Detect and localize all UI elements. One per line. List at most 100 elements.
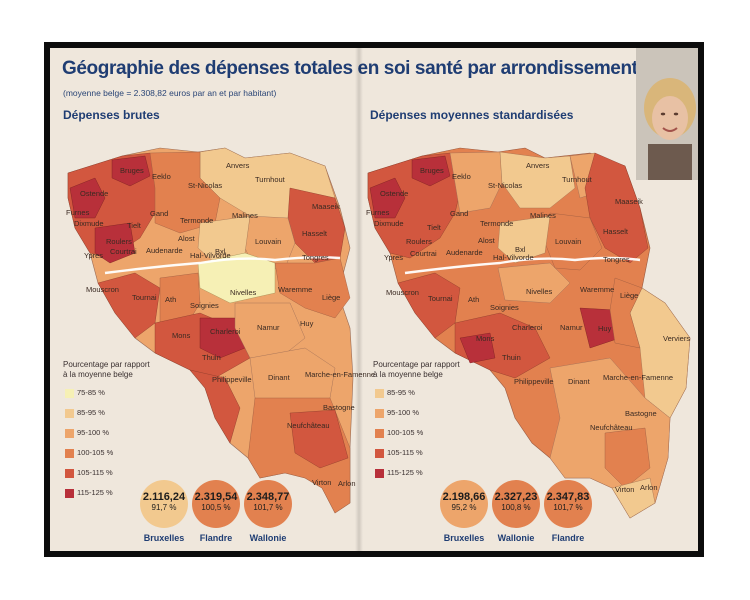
left-legend-title: Pourcentage par rapport à la moyenne bel… (63, 360, 150, 380)
place-label: Huy (300, 319, 314, 328)
place-label: Audenarde (446, 248, 483, 257)
legend-item-75-85: 75-85 % (65, 388, 105, 400)
bubble-right-wallonie: 2.327,23 100,8 % (492, 480, 540, 528)
place-label: Termonde (180, 216, 213, 225)
bubble-left-wallonie: 2.348,77 101,7 % (244, 480, 292, 528)
place-label: Eeklo (452, 172, 471, 181)
newspaper-clipping: Géographie des dépenses totales en soi s… (50, 48, 698, 551)
region-label-right-bruxelles: Bruxelles (443, 533, 485, 543)
place-label: Mouscron (86, 285, 119, 294)
place-label: Bastogne (625, 409, 657, 418)
bubble-percent: 101,7 % (253, 503, 283, 512)
legend-label: 75-85 % (77, 388, 105, 397)
legend-swatch (375, 448, 384, 458)
place-label: Mouscron (386, 288, 419, 297)
legend-swatch (375, 468, 384, 478)
place-label: Ath (468, 295, 479, 304)
place-label: Hal-Vilvorde (493, 253, 534, 262)
place-label: Tournai (428, 294, 453, 303)
place-label: Waremme (580, 285, 614, 294)
place-label: Hasselt (603, 227, 629, 236)
place-label: Namur (257, 323, 280, 332)
legend-swatch (65, 468, 74, 478)
place-label: Arlon (338, 479, 356, 488)
place-label: Thuin (202, 353, 221, 362)
bubble-value: 2.347,83 (546, 491, 590, 503)
place-label: Ath (165, 295, 176, 304)
place-label: Tournai (132, 293, 157, 302)
place-label: Termonde (480, 219, 513, 228)
bubble-left-flandre: 2.319,54 100,5 % (192, 480, 240, 528)
place-label: Virton (312, 478, 331, 487)
legend-item-85-95: 85-95 % (65, 408, 105, 420)
place-label: Neufchâteau (590, 423, 633, 432)
place-label: Audenarde (146, 246, 183, 255)
legend-label: 85-95 % (387, 388, 415, 397)
legend-title-line: Pourcentage par rapport (63, 360, 150, 369)
place-label: Courtrai (110, 247, 137, 256)
bubble-value: 2.319,54 (194, 491, 238, 503)
legend-swatch (65, 488, 74, 498)
place-label: Marche-en-Famenne (603, 373, 673, 382)
place-label: Dinant (268, 373, 291, 382)
left-map-labels: Bruges Eeklo Ostende Furnes Dixmude Roul… (66, 161, 375, 488)
region-label-left-wallonie: Wallonie (249, 533, 287, 543)
bubble-value: 2.198,66 (442, 491, 486, 503)
place-label: Anvers (226, 161, 250, 170)
place-label: Philippeville (514, 377, 554, 386)
place-label: Mons (476, 334, 495, 343)
page-title: Géographie des dépenses totales en soi s… (62, 58, 698, 79)
place-label: Soignies (490, 303, 519, 312)
place-label: Roulers (406, 237, 432, 246)
place-label: Namur (560, 323, 583, 332)
place-label: Liège (322, 293, 340, 302)
place-label: St-Nicolas (188, 181, 222, 190)
place-label: Dixmude (374, 219, 404, 228)
legend-swatch (65, 448, 74, 458)
legend-swatch (375, 408, 384, 418)
right-map-heading: Dépenses moyennes standardisées (370, 108, 574, 122)
region-label-right-flandre: Flandre (551, 533, 585, 543)
place-label: Marche-en-Famenne (305, 370, 375, 379)
place-label: Turnhout (562, 175, 593, 184)
right-map: Bruges Eeklo Ostende Furnes Dixmude Roul… (366, 147, 690, 519)
legend-title-line: Pourcentage par rapport (373, 360, 460, 369)
legend-label: 115-125 % (387, 468, 423, 477)
legend-label: 105-115 % (387, 448, 423, 457)
maps-canvas: Bruges Eeklo Ostende Furnes Dixmude Roul… (66, 147, 690, 519)
place-label: Nivelles (230, 288, 257, 297)
bubble-value: 2.348,77 (246, 491, 290, 503)
place-label: Maaseik (615, 197, 643, 206)
bubble-left-bruxelles: 2.116,24 91,7 % (140, 480, 188, 528)
place-label: Bxl (215, 247, 226, 256)
legend-swatch (375, 428, 384, 438)
place-label: Bxl (515, 245, 526, 254)
place-label: Roulers (106, 237, 132, 246)
left-map-heading: Dépenses brutes (63, 108, 160, 122)
region-label-left-bruxelles: Bruxelles (143, 533, 185, 543)
place-label: Tielt (127, 221, 142, 230)
place-label: Mons (172, 331, 191, 340)
legend-item-100-105: 100-105 % (375, 428, 423, 440)
place-label: Tongres (603, 255, 630, 264)
legend-item-95-100: 95-100 % (65, 428, 109, 440)
place-label: Turnhout (255, 175, 286, 184)
place-label: Furnes (66, 208, 90, 217)
place-label: Bruges (420, 166, 444, 175)
right-legend-title: Pourcentage par rapport à la moyenne bel… (373, 360, 460, 380)
place-label: Hasselt (302, 229, 328, 238)
place-label: Malines (232, 211, 258, 220)
bubble-right-bruxelles: 2.198,66 95,2 % (440, 480, 488, 528)
legend-title-line: à la moyenne belge (373, 370, 443, 379)
place-label: Alost (478, 236, 496, 245)
place-label: Ostende (380, 189, 408, 198)
place-label: Dinant (568, 377, 591, 386)
place-label: Philippeville (212, 375, 252, 384)
bubble-percent: 100,5 % (201, 503, 231, 512)
legend-label: 100-105 % (387, 428, 424, 437)
bubble-percent: 101,7 % (553, 503, 583, 512)
place-label: Gand (450, 209, 468, 218)
place-label: Hal-Vilvorde (190, 251, 231, 260)
place-label: Ypres (84, 251, 103, 260)
place-label: Tongres (302, 253, 329, 262)
